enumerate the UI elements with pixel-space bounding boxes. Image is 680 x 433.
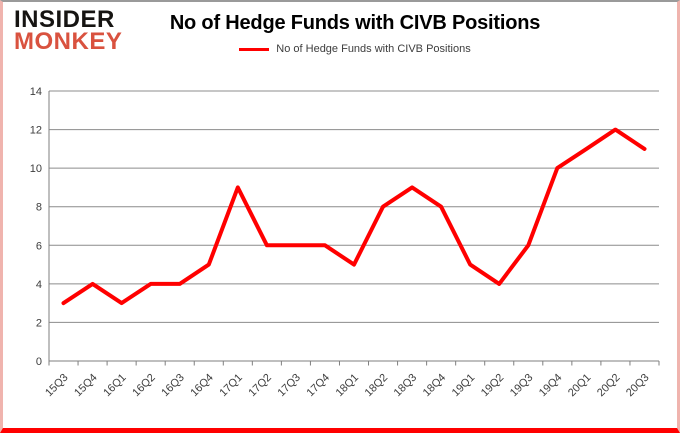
legend: No of Hedge Funds with CIVB Positions: [30, 43, 677, 55]
logo-word-monkey: MONKEY: [14, 28, 123, 56]
y-axis-tick-label: 8: [36, 202, 42, 214]
x-axis-tick-label: 20Q1: [566, 372, 594, 400]
x-axis-tick-label: 18Q2: [363, 372, 391, 400]
x-axis-tick-label: 19Q3: [508, 372, 536, 400]
x-axis-tick-label: 17Q1: [217, 372, 245, 400]
x-axis-tick-label: 16Q3: [159, 372, 187, 400]
x-axis-tick-label: 19Q1: [450, 372, 478, 400]
insider-monkey-logo: INSIDER MONKEY: [14, 6, 123, 56]
x-axis-tick-label: 19Q2: [479, 372, 507, 400]
x-axis-tick-label: 18Q4: [421, 372, 449, 400]
y-axis-tick-label: 10: [30, 163, 42, 175]
x-axis-tick-label: 19Q4: [537, 372, 565, 400]
x-axis-tick-label: 17Q3: [276, 372, 304, 400]
x-axis-tick-label: 17Q4: [305, 372, 333, 400]
x-axis-tick-label: 16Q1: [101, 372, 129, 400]
x-axis-tick-label: 15Q3: [43, 372, 71, 400]
logo-word-insider: INSIDER: [14, 6, 115, 33]
x-axis-tick-label: 20Q2: [595, 372, 623, 400]
x-axis-tick-label: 18Q1: [334, 372, 362, 400]
x-axis-tick-label: 15Q4: [72, 372, 100, 400]
x-axis-tick-label: 20Q3: [624, 372, 652, 400]
x-axis-tick-label: 16Q2: [130, 372, 158, 400]
x-axis-tick-label: 16Q4: [188, 372, 216, 400]
y-axis-tick-label: 6: [36, 240, 42, 252]
chart-header: No of Hedge Funds with CIVB Positions No…: [30, 12, 677, 55]
legend-line-swatch-icon: [239, 47, 270, 51]
data-series-line: [61, 127, 647, 306]
x-axis-tick-label: 17Q2: [246, 372, 274, 400]
y-axis-tick-label: 4: [36, 279, 42, 291]
y-axis-tick-label: 0: [36, 356, 42, 368]
legend-label: No of Hedge Funds with CIVB Positions: [276, 43, 471, 55]
y-axis-tick-label: 2: [36, 317, 42, 329]
x-axis-tick-label: 18Q3: [392, 372, 420, 400]
y-axis-tick-label: 14: [30, 86, 42, 98]
chart-title: No of Hedge Funds with CIVB Positions: [169, 12, 541, 34]
y-axis-tick-label: 12: [30, 125, 42, 137]
